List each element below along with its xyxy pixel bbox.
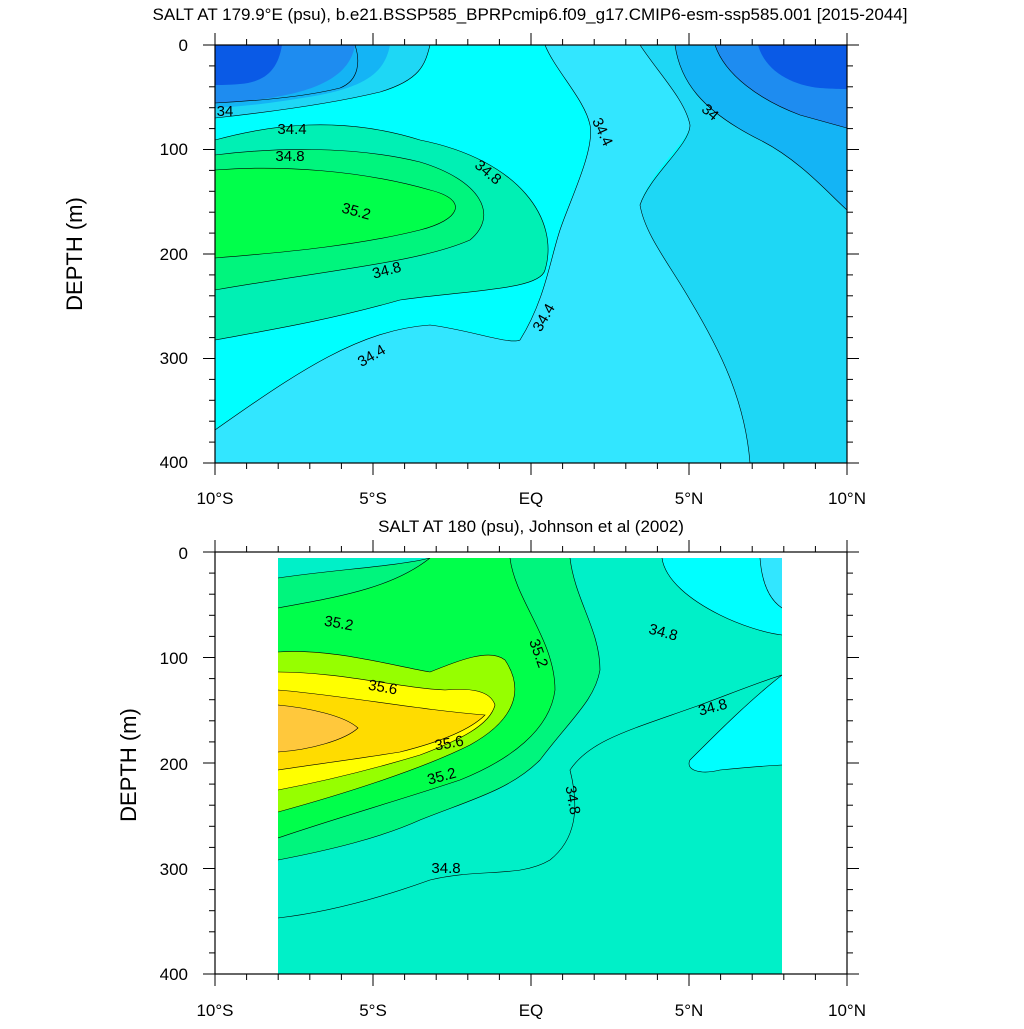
p2-ytick: 400 — [160, 965, 188, 984]
p1-xtick: 5°N — [675, 489, 704, 508]
p1-fill-lt338-south — [215, 45, 282, 85]
p2-fill-gt360 — [278, 705, 358, 752]
p1-clabel: 34.8 — [275, 148, 304, 165]
p1-ytick: 200 — [160, 245, 188, 264]
p1-clabel: 34 — [217, 103, 234, 120]
p1-xtick: 5°S — [359, 489, 387, 508]
p2-fill-358-360 — [278, 690, 485, 770]
p1-xtick: 10°S — [196, 489, 233, 508]
p2-clabel: 35.2 — [323, 613, 355, 635]
p2-ytick: 0 — [179, 544, 188, 563]
p1-ytick: 300 — [160, 349, 188, 368]
p2-clabel: 35.6 — [433, 733, 465, 755]
panel2-tick-marks — [203, 540, 859, 986]
p2-xtick: 5°N — [675, 1001, 704, 1020]
panel2-title: SALT AT 180 (psu), Johnson et al (2002) — [378, 517, 684, 536]
p2-xtick: 10°N — [828, 1001, 866, 1020]
p1-clabel: 34.4 — [277, 121, 306, 138]
p1-xtick: 10°N — [828, 489, 866, 508]
panel1-y-ticks: 0 100 200 300 400 — [160, 36, 188, 472]
p1-ytick: 400 — [160, 453, 188, 472]
p2-ytick: 200 — [160, 755, 188, 774]
p2-ytick: 100 — [160, 649, 188, 668]
p2-xtick: 10°S — [196, 1001, 233, 1020]
p2-fill-344-346 — [760, 558, 782, 608]
p1-clabel: 35.2 — [340, 200, 373, 224]
p2-fill-346-348-b — [689, 675, 782, 772]
p1-fill-lt338-north — [758, 45, 847, 89]
p2-fill-346-348 — [662, 558, 782, 635]
model-salinity-panel: SALT AT 179.9°E (psu), b.e21.BSSP585_BPR… — [62, 5, 907, 508]
p1-ytick: 100 — [160, 140, 188, 159]
p1-fill-344-346 — [215, 45, 750, 463]
p2-xtick: 5°S — [359, 1001, 387, 1020]
panel1-tick-marks — [203, 33, 859, 475]
p2-ytick: 300 — [160, 860, 188, 879]
p1-xtick: EQ — [519, 489, 544, 508]
p2-clabel: 35.6 — [367, 677, 399, 699]
panel2-y-ticks: 0 100 200 300 400 — [160, 544, 188, 984]
panel1-title: SALT AT 179.9°E (psu), b.e21.BSSP585_BPR… — [153, 5, 908, 24]
p2-clabel: 34.8 — [647, 621, 680, 645]
panel1-ylabel: DEPTH (m) — [62, 197, 87, 311]
panel1-x-ticks: 10°S 5°S EQ 5°N 10°N — [196, 489, 866, 508]
p2-clabel: 34.8 — [431, 860, 460, 877]
p2-xtick: EQ — [519, 1001, 544, 1020]
p1-ytick: 0 — [179, 36, 188, 55]
p1-clabel: 34.8 — [371, 259, 404, 283]
p2-clabel: 34.8 — [697, 696, 730, 720]
p2-clabel: 34.8 — [562, 784, 584, 816]
panel2-x-ticks: 10°S 5°S EQ 5°N 10°N — [196, 1001, 866, 1020]
panel2-ylabel: DEPTH (m) — [116, 708, 141, 822]
p2-clabel: 35.2 — [426, 765, 459, 789]
observed-salinity-panel: SALT AT 180 (psu), Johnson et al (2002) — [116, 517, 866, 1020]
